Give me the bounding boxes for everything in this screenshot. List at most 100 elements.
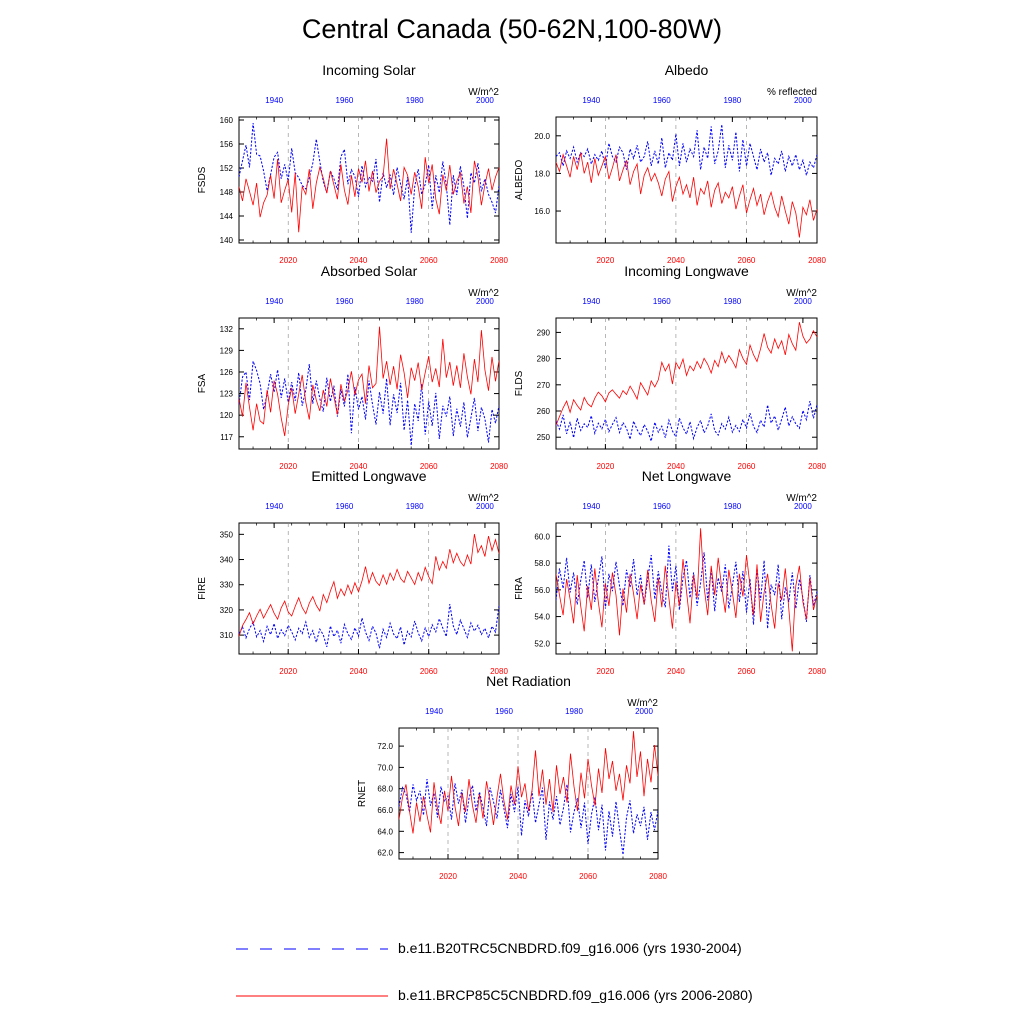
x-bottom-tick-label: 2020 bbox=[596, 667, 614, 676]
plot-frame bbox=[238, 116, 500, 244]
y-tick-label: 260 bbox=[537, 407, 551, 416]
units-label: W/m^2 bbox=[468, 493, 499, 504]
x-bottom-tick-label: 2020 bbox=[596, 462, 614, 471]
x-top-tick-label: 2000 bbox=[476, 297, 494, 306]
x-top-tick-label: 1980 bbox=[565, 707, 583, 716]
x-bottom-tick-label: 2040 bbox=[350, 462, 368, 471]
x-top-tick-label: 2000 bbox=[794, 96, 812, 105]
legend-label-historical: b.e11.B20TRC5CNBDRD.f09_g16.006 (yrs 193… bbox=[398, 940, 742, 956]
chart-panel-fira: Net Longwave W/m^2 FIRA 2020 2040 2060 2080 194… bbox=[514, 468, 826, 676]
x-bottom-tick-label: 2060 bbox=[738, 256, 756, 265]
x-top-tick-label: 1980 bbox=[406, 297, 424, 306]
x-bottom-tick-label: 2020 bbox=[279, 667, 297, 676]
plot-frame bbox=[555, 522, 818, 655]
chart-title: Incoming Solar bbox=[322, 62, 416, 78]
series-line-future bbox=[556, 322, 817, 426]
units-label: W/m^2 bbox=[468, 87, 499, 98]
x-top-tick-label: 1980 bbox=[723, 502, 741, 511]
x-top-tick-label: 1960 bbox=[336, 297, 354, 306]
x-top-tick-label: 2000 bbox=[635, 707, 653, 716]
chart-panel-albedo: Albedo % reflected ALBEDO 2020 2040 2060 2080 1… bbox=[514, 62, 826, 265]
y-axis-label: FIRA bbox=[514, 577, 525, 600]
y-tick-label: 126 bbox=[220, 368, 234, 377]
x-top-tick-label: 2000 bbox=[476, 502, 494, 511]
y-tick-label: 250 bbox=[537, 433, 551, 442]
y-tick-label: 66.0 bbox=[377, 806, 393, 815]
x-bottom-tick-label: 2020 bbox=[279, 462, 297, 471]
y-tick-label: 320 bbox=[220, 606, 234, 615]
plot-frame bbox=[555, 317, 818, 450]
x-top-tick-label: 1980 bbox=[406, 502, 424, 511]
y-tick-label: 64.0 bbox=[377, 827, 393, 836]
plot-frame bbox=[238, 522, 500, 655]
x-bottom-tick-label: 2060 bbox=[738, 667, 756, 676]
units-label: W/m^2 bbox=[786, 493, 817, 504]
x-top-tick-label: 1960 bbox=[495, 707, 513, 716]
page-title: Central Canada (50-62N,100-80W) bbox=[301, 14, 723, 44]
y-tick-label: 156 bbox=[220, 140, 234, 149]
y-tick-label: 160 bbox=[220, 116, 234, 125]
units-label: % reflected bbox=[767, 87, 817, 98]
y-tick-label: 56.0 bbox=[534, 586, 550, 595]
x-top-tick-label: 1940 bbox=[265, 502, 283, 511]
x-top-tick-label: 1980 bbox=[406, 96, 424, 105]
x-bottom-tick-label: 2020 bbox=[279, 256, 297, 265]
series-line-future bbox=[556, 528, 817, 652]
y-tick-label: 340 bbox=[220, 556, 234, 565]
series-line-future bbox=[239, 138, 499, 233]
x-bottom-tick-label: 2040 bbox=[667, 667, 685, 676]
x-bottom-tick-label: 2080 bbox=[649, 872, 667, 881]
series-line-historical bbox=[556, 400, 817, 444]
y-tick-label: 129 bbox=[220, 346, 234, 355]
x-top-tick-label: 1960 bbox=[653, 297, 671, 306]
y-tick-label: 62.0 bbox=[377, 849, 393, 858]
x-top-tick-label: 1980 bbox=[723, 297, 741, 306]
x-bottom-tick-label: 2040 bbox=[667, 462, 685, 471]
y-tick-label: 148 bbox=[220, 188, 234, 197]
chart-panel-fsds: Incoming Solar W/m^2 FSDS 2020 2040 2060 2080 1… bbox=[197, 62, 508, 265]
y-tick-label: 280 bbox=[537, 355, 551, 364]
y-tick-label: 54.0 bbox=[534, 613, 550, 622]
y-tick-label: 72.0 bbox=[377, 742, 393, 751]
y-tick-label: 123 bbox=[220, 390, 234, 399]
series-line-historical bbox=[556, 545, 817, 629]
y-axis-label: FIRE bbox=[197, 577, 208, 600]
series-line-future bbox=[239, 326, 499, 437]
series-line-future bbox=[239, 534, 499, 637]
x-bottom-tick-label: 2020 bbox=[596, 256, 614, 265]
y-axis-label: RNET bbox=[357, 780, 368, 807]
x-bottom-tick-label: 2080 bbox=[490, 667, 508, 676]
x-top-tick-label: 1960 bbox=[653, 96, 671, 105]
x-top-tick-label: 1980 bbox=[723, 96, 741, 105]
y-tick-label: 52.0 bbox=[534, 639, 550, 648]
chart-title: Albedo bbox=[665, 62, 709, 78]
x-top-tick-label: 2000 bbox=[794, 297, 812, 306]
plot-frame bbox=[398, 727, 659, 860]
y-tick-label: 310 bbox=[220, 631, 234, 640]
x-bottom-tick-label: 2060 bbox=[579, 872, 597, 881]
y-tick-label: 20.0 bbox=[534, 132, 550, 141]
chart-panel-rnet: Net Radiation W/m^2 RNET 2020 2040 2060 2080 19… bbox=[357, 673, 667, 881]
y-tick-label: 330 bbox=[220, 581, 234, 590]
x-bottom-tick-label: 2080 bbox=[808, 462, 826, 471]
y-tick-label: 70.0 bbox=[377, 763, 393, 772]
x-top-tick-label: 1960 bbox=[336, 502, 354, 511]
y-tick-label: 270 bbox=[537, 381, 551, 390]
x-top-tick-label: 1940 bbox=[582, 96, 600, 105]
y-axis-label: FSA bbox=[197, 373, 208, 393]
y-tick-label: 152 bbox=[220, 164, 234, 173]
chart-title: Net Longwave bbox=[642, 468, 732, 484]
y-tick-label: 16.0 bbox=[534, 207, 550, 216]
chart-title: Absorbed Solar bbox=[321, 263, 418, 279]
y-tick-label: 290 bbox=[537, 328, 551, 337]
series-line-historical bbox=[556, 124, 817, 176]
y-tick-label: 117 bbox=[220, 433, 233, 442]
y-tick-label: 18.0 bbox=[534, 169, 550, 178]
x-top-tick-label: 1960 bbox=[336, 96, 354, 105]
x-top-tick-label: 1940 bbox=[265, 96, 283, 105]
plot-frame bbox=[555, 116, 818, 244]
x-bottom-tick-label: 2040 bbox=[509, 872, 527, 881]
chart-title: Emitted Longwave bbox=[311, 468, 426, 484]
y-tick-label: 140 bbox=[220, 236, 234, 245]
